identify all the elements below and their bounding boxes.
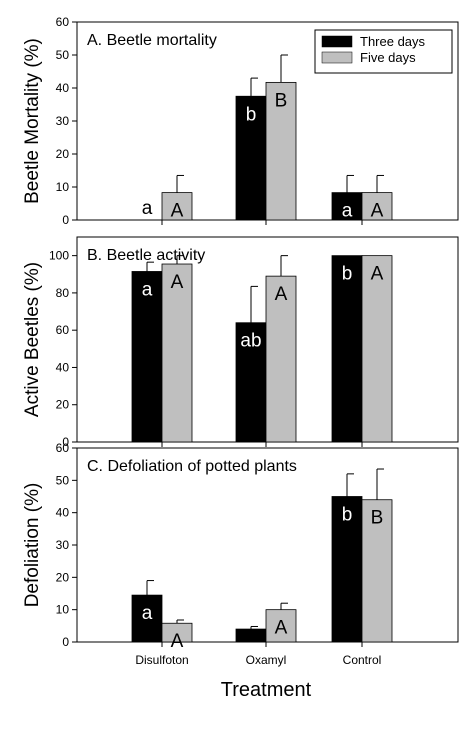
bar-three-days — [235, 95, 267, 221]
x-axis-label: Treatment — [221, 679, 312, 701]
y-tick-label: 80 — [56, 286, 70, 300]
y-tick-label: 10 — [56, 603, 70, 617]
y-tick-label: 30 — [56, 114, 70, 128]
bar-five-days — [361, 499, 393, 643]
y-tick-label: 20 — [56, 147, 70, 161]
significance-letter: a — [142, 279, 153, 300]
significance-letter: B — [371, 508, 384, 529]
category-label-control: Control — [343, 653, 382, 667]
bar-five-days — [161, 192, 193, 221]
category-label-oxamyl: Oxamyl — [246, 653, 287, 667]
significance-letter: b — [246, 104, 257, 125]
y-tick-label: 0 — [62, 635, 69, 649]
significance-letter: a — [142, 603, 153, 624]
category-label-disulfoton: Disulfoton — [135, 653, 188, 667]
panel-3: 0 10 20 30 40 50 60 C. Defoliation of potted pl… — [22, 441, 459, 658]
y-tick-label: 40 — [56, 506, 70, 520]
significance-letter: A — [371, 201, 384, 222]
significance-letter: A — [371, 264, 384, 285]
category-labels: Disulfoton Oxamyl Control — [135, 653, 381, 667]
y-axis-label: Active Beetles (%) — [22, 262, 43, 417]
bar-three-days — [331, 496, 363, 643]
significance-letter: A — [171, 201, 184, 222]
y-tick-label: 20 — [56, 570, 70, 584]
legend-label: Three days — [360, 34, 426, 49]
panel-2: 0 20 40 60 80 100 B. Beetle activity Active Bee… — [22, 236, 459, 449]
panel-title: C. Defoliation of potted plants — [87, 458, 297, 475]
legend-label: Five days — [360, 50, 416, 65]
y-tick-label: 60 — [56, 323, 70, 337]
y-tick-label: 40 — [56, 81, 70, 95]
bar-three-days — [331, 255, 363, 443]
y-tick-label: 50 — [56, 473, 70, 487]
significance-letter: A — [275, 618, 288, 639]
bar-five-days — [361, 192, 393, 221]
significance-letter: a — [142, 198, 153, 219]
y-tick-label: 60 — [56, 441, 70, 455]
significance-letter: ab — [240, 331, 261, 352]
y-tick-label: 50 — [56, 48, 70, 62]
y-axis-label: Beetle Mortality (%) — [22, 38, 43, 204]
significance-letter: A — [171, 272, 184, 293]
y-tick-label: 40 — [56, 360, 70, 374]
y-tick-label: 100 — [49, 249, 69, 263]
y-tick-label: 10 — [56, 180, 70, 194]
bar-five-days — [161, 263, 193, 443]
significance-letter: a — [342, 201, 353, 222]
significance-letter: A — [275, 284, 288, 305]
y-tick-label: 20 — [56, 398, 70, 412]
significance-letter: b — [342, 505, 353, 526]
y-axis-label: Defoliation (%) — [22, 483, 43, 608]
y-tick-label: 0 — [62, 435, 69, 449]
bar-three-days — [131, 271, 163, 443]
bar-five-days — [265, 609, 297, 643]
y-tick-label: 0 — [62, 213, 69, 227]
y-tick-label: 30 — [56, 538, 70, 552]
panel-title: A. Beetle mortality — [87, 32, 217, 49]
panel-1: 0 10 20 30 40 50 60 A. Beetle mortality Beetle M… — [22, 15, 459, 227]
legend-swatch-five-days — [321, 51, 353, 64]
panel-title: B. Beetle activity — [87, 247, 205, 264]
legend-swatch-three-days — [321, 35, 353, 48]
significance-letter: b — [342, 264, 353, 285]
bar-five-days — [265, 81, 297, 221]
significance-letter: B — [275, 90, 288, 111]
bar-three-days — [131, 594, 163, 643]
y-tick-label: 60 — [56, 15, 70, 29]
panels: 0 10 20 30 40 50 60 A. Beetle mortality Beetle M… — [22, 15, 459, 658]
significance-letter: a — [246, 637, 257, 658]
significance-letter: A — [171, 631, 184, 652]
bar-five-days — [361, 255, 393, 443]
bar-five-days — [265, 275, 297, 443]
